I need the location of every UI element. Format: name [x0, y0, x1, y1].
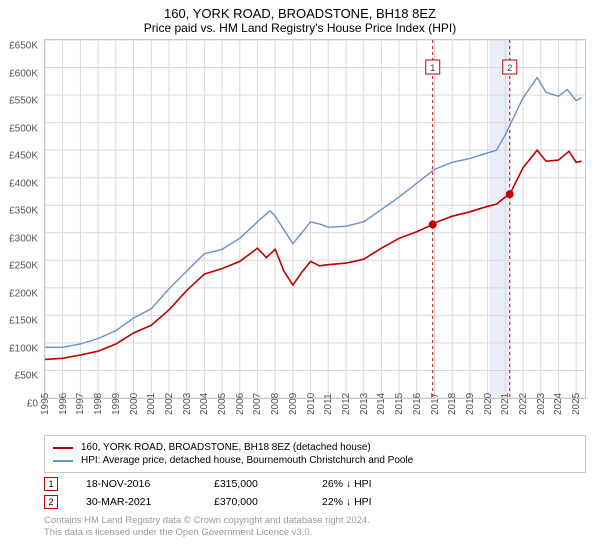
chart-legend: 160, YORK ROAD, BROADSTONE, BH18 8EZ (de… [44, 435, 586, 473]
chart-subtitle: Price paid vs. HM Land Registry's House … [0, 21, 600, 35]
license-text: Contains HM Land Registry data © Crown c… [44, 515, 586, 540]
chart-title: 160, YORK ROAD, BROADSTONE, BH18 8EZ [0, 6, 600, 21]
svg-text:2: 2 [507, 63, 512, 73]
x-axis-labels: 1995199619971998199920002001200220032004… [44, 399, 586, 433]
svg-text:1: 1 [430, 63, 435, 73]
y-axis-labels: £0£50K£100K£150K£200K£250K£300K£350K£400… [0, 46, 42, 406]
sales-info: 118-NOV-2016£315,00026% ↓ HPI230-MAR-202… [44, 477, 586, 509]
chart-plot-area: 12 [44, 39, 586, 399]
